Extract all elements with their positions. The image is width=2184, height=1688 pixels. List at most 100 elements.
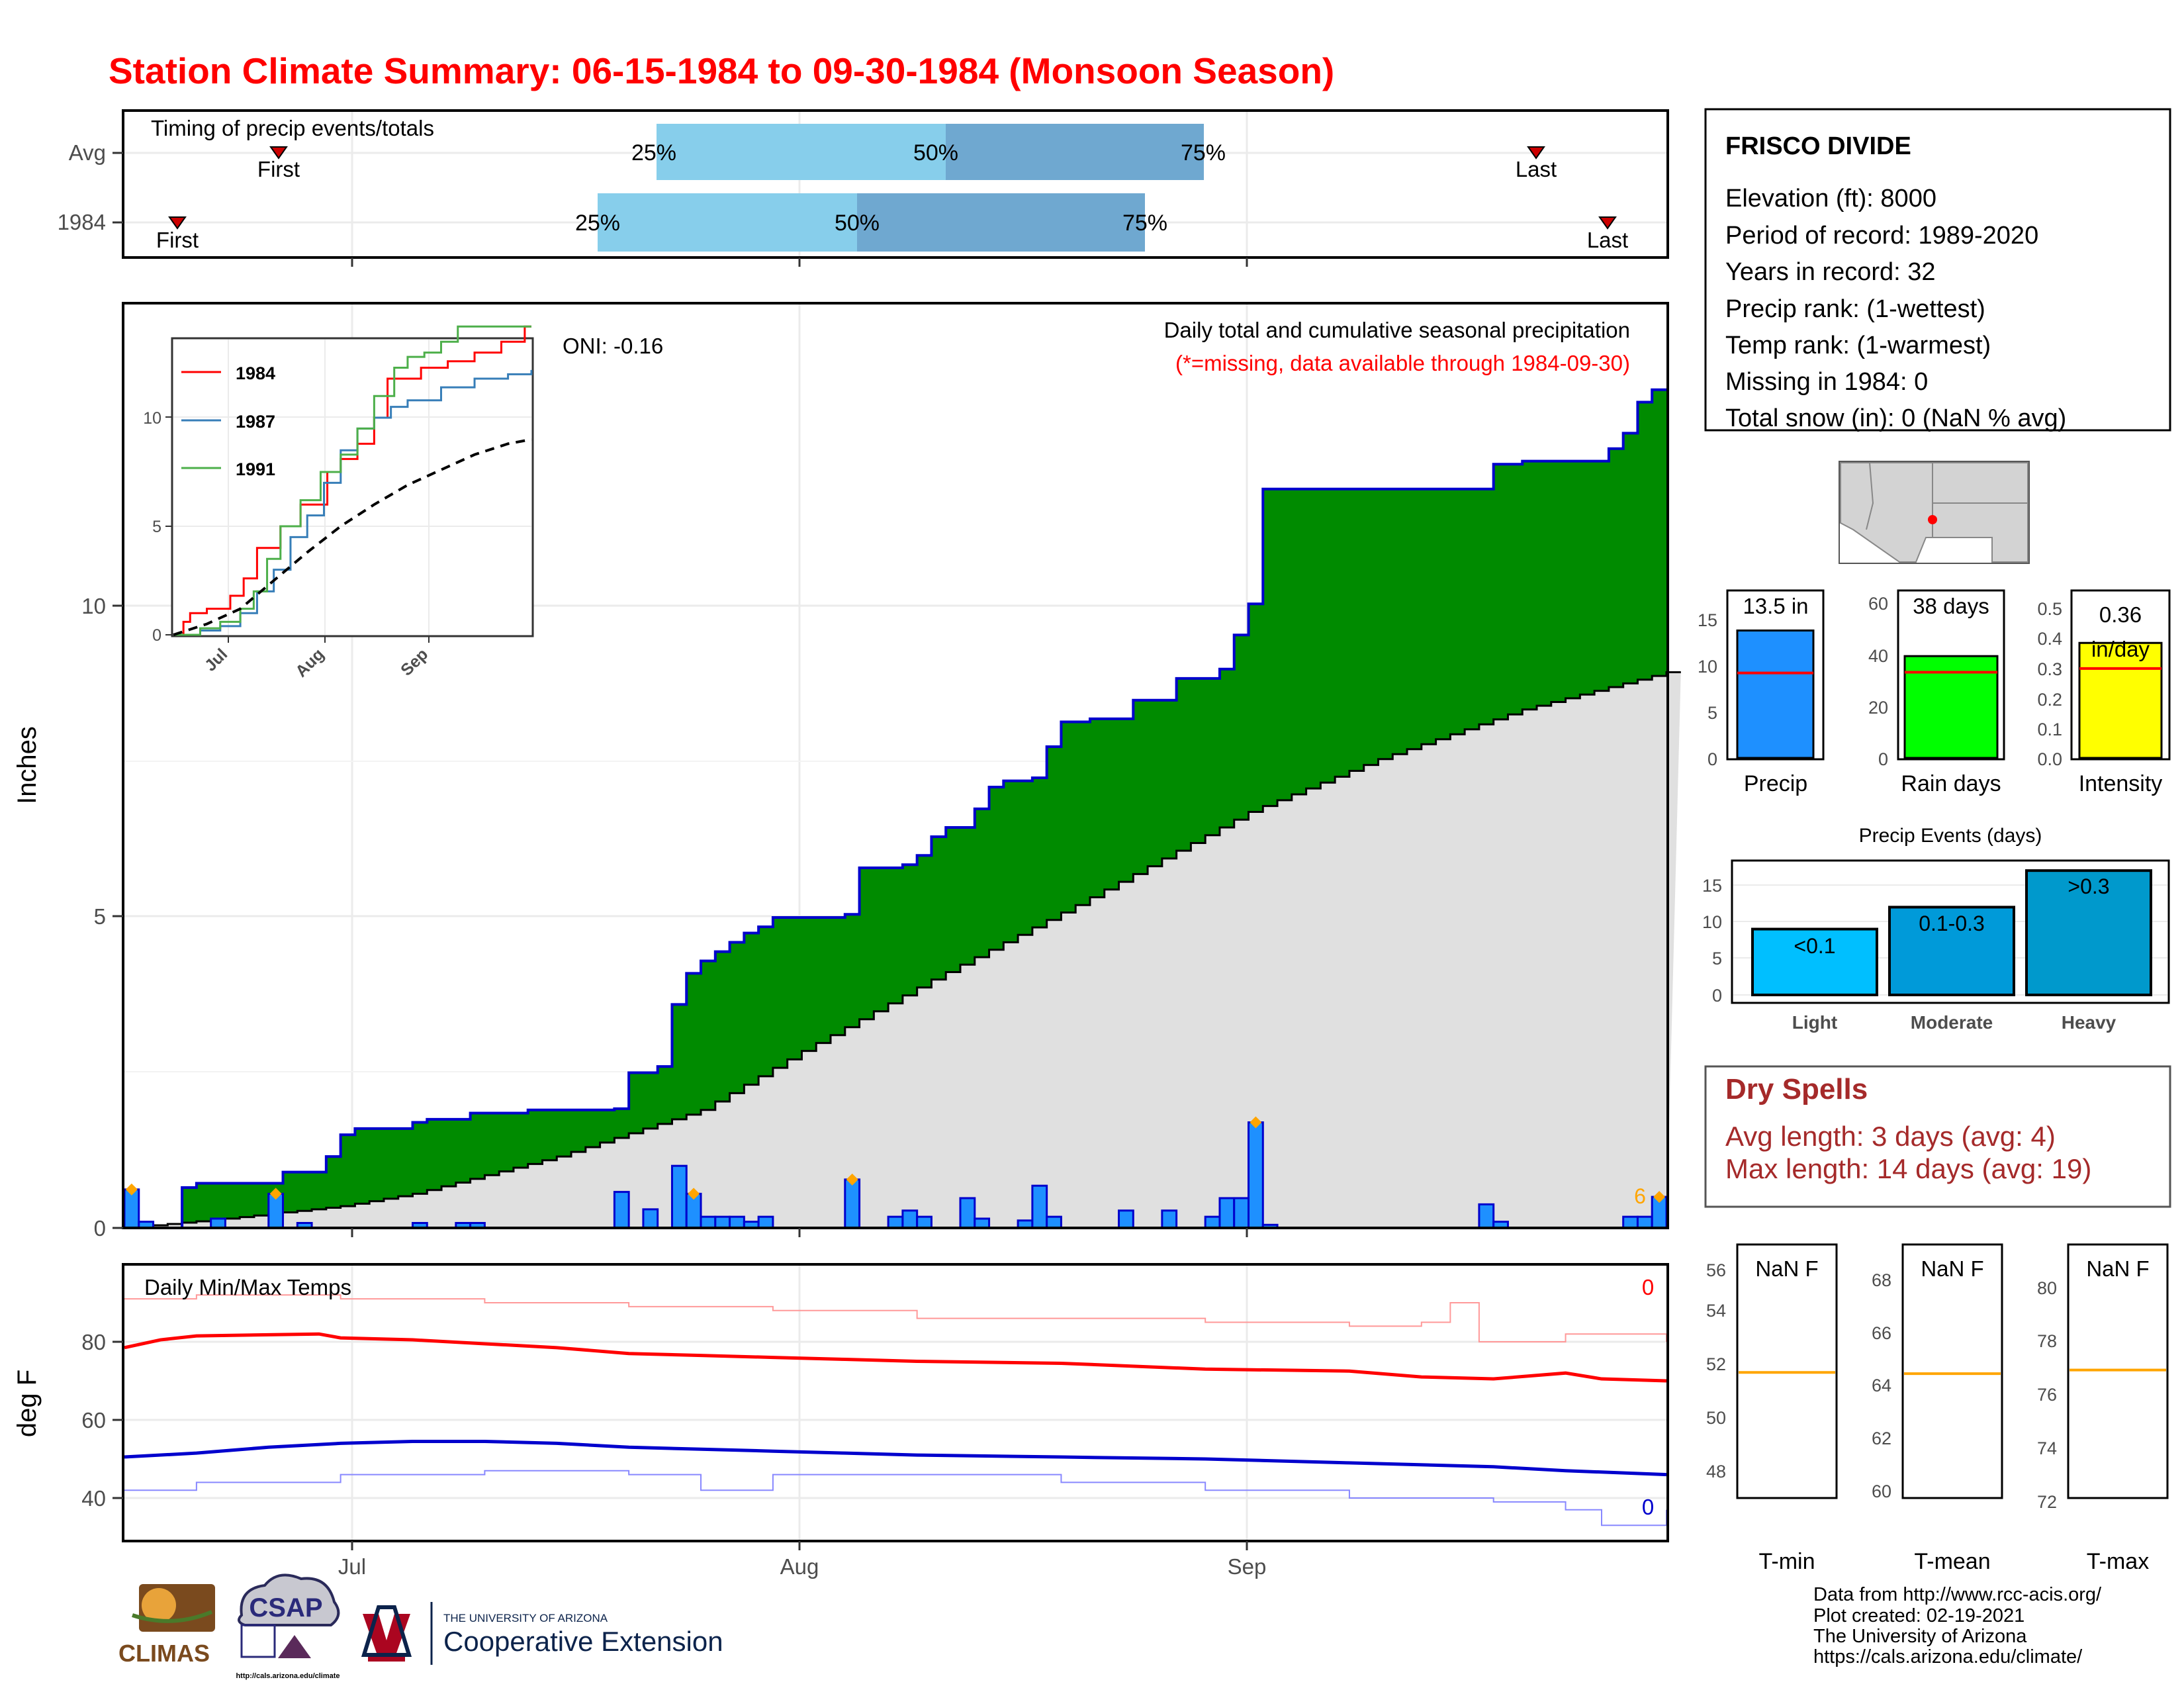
footer-credits: Data from http://www.rcc-acis.org/ Plot … [1813,1584,2102,1667]
tmax-ytick-80: 80 [2037,1278,2057,1298]
events-heavy-bar [2025,869,2152,997]
events-light-label: <0.1 [1794,934,1835,958]
rain-days-ytick-60: 60 [1868,594,1888,614]
heavy-event-marker [1653,1191,1666,1203]
precip-label: Precip [1744,771,1807,796]
avg-first-marker [269,146,288,160]
main-precip-panel: Daily total and cumulative seasonal prec… [13,302,1681,1241]
inset-ytick-0: 0 [152,626,161,645]
avg-last-marker [1527,146,1545,160]
avg-first-label: First [257,157,300,181]
cumulative-1984-line [124,388,1666,1229]
xtick-sep: Sep [1228,1554,1267,1579]
legend-1987-label: 1987 [236,412,275,432]
ua-logo: THE UNIVERSITY OF ARIZONA Cooperative Ex… [361,1602,723,1665]
events-ytick-5: 5 [1712,949,1722,968]
temp-series-avg-min [124,1439,1667,1477]
daily-precip-bar [757,1215,774,1229]
precip-ytick-10: 10 [1698,657,1717,677]
station-snow: Total snow (in): 0 (NaN % avg) [1725,404,2066,432]
daily-precip-bar [1161,1209,1178,1229]
tmean-ytick-68: 68 [1872,1270,1891,1290]
rain-days-ytick-0: 0 [1878,749,1888,769]
tmean-value: NaN F [1921,1256,1983,1281]
events-title: Precip Events (days) [1859,825,2042,847]
daily-precip-bar [1233,1197,1250,1229]
avg-q25-q50-bar [657,124,946,180]
heavy-event-marker [125,1183,138,1196]
station-info-box: FRISCO DIVIDE Elevation (ft): 8000 Perio… [1704,108,2171,432]
events-moderate-label: 0.1-0.3 [1919,912,1985,935]
daily-precip-bar [700,1215,717,1229]
daily-precip-bar [1622,1215,1639,1229]
inset-frame [171,337,534,637]
ua-small-text: THE UNIVERSITY OF ARIZONA [443,1612,608,1624]
intensity-label: Intensity [2079,771,2163,796]
xtick-jul: Jul [338,1554,366,1579]
precip-total-chart: 13.5 in 0 5 10 15 Precip [1698,589,1825,796]
daily-precip-bar [887,1215,904,1229]
daily-precip-bar [844,1178,861,1229]
ua-big-text: Cooperative Extension [443,1626,723,1657]
dry-spells-avg: Avg length: 3 days (avg: 4) [1725,1121,2056,1152]
climas-logo: CLIMAS [118,1584,215,1667]
yr-q75-label: 75% [1122,211,1167,236]
daily-precip-bar [1118,1209,1134,1229]
climas-text: CLIMAS [118,1640,210,1667]
main-panel-border [122,302,1669,1229]
daily-precip-bar [959,1197,976,1229]
tmin-ytick-52: 52 [1706,1354,1726,1374]
yr-q50-q75-bar [857,193,1145,252]
station-missing: Missing in 1984: 0 [1725,368,1928,396]
oni-label: ONI: -0.16 [563,334,663,358]
events-xtick-heavy: Heavy [2062,1012,2116,1033]
intensity-unit: in/day [2091,637,2150,661]
temp-series-1984-max [124,1294,1667,1342]
station-precip-rank: Precip rank: (1-wettest) [1725,295,1985,323]
station-period: Period of record: 1989-2020 [1725,222,2038,250]
tmean-box: NaN F 60 62 64 66 68 T-mean [1872,1243,2003,1574]
events-ytick-0: 0 [1712,986,1722,1006]
timing-label: Timing of precip events/totals [151,116,434,140]
yr-q50-label: 50% [835,211,880,236]
temp-panel-frame [123,1264,1668,1541]
yr-first-label: First [156,228,199,252]
credit-plot-created: Plot created: 02-19-2021 [1813,1605,2025,1626]
main-ylabel: Inches [13,726,42,804]
dry-spells-max: Max length: 14 days (avg: 19) [1725,1153,2091,1184]
rain-days-value: 38 days [1913,594,1989,618]
events-heavy-label: >0.3 [2068,874,2109,898]
locator-map [1839,461,2030,564]
temp-max-count: 0 [1642,1275,1654,1299]
avg-q50-q75-bar [946,124,1204,180]
daily-precip-bar [1478,1203,1495,1229]
end-count-label: 6 [1634,1184,1646,1208]
yr-first-marker [168,216,187,230]
intensity-value: 0.36 [2099,602,2142,627]
daily-precip-bar [1248,1121,1264,1229]
heavy-event-marker [1250,1116,1262,1129]
daily-precip-bar [1218,1197,1236,1229]
rain-days-ytick-40: 40 [1868,646,1888,666]
rain-days-ytick-20: 20 [1868,698,1888,718]
main-ytick-0: 0 [94,1216,106,1241]
cumulative-normal-area [124,672,1681,1228]
yr-q25-label: 25% [575,211,620,236]
temp-series-avg-max [124,1332,1667,1383]
inset-series-lines [173,325,533,636]
state-shapes [1840,462,2028,563]
station-years: Years in record: 32 [1725,258,1936,286]
station-name: FRISCO DIVIDE [1725,132,1911,160]
timing-ytick-1984: 1984 [58,210,106,234]
temp-ytick-80: 80 [81,1330,106,1354]
tmin-ytick-48: 48 [1706,1462,1726,1481]
tmax-label: T-max [2087,1549,2149,1574]
figure-title: Station Climate Summary: 06-15-1984 to 0… [109,50,1334,91]
daily-precip-bar [1031,1184,1048,1229]
events-ytick-10: 10 [1702,912,1722,932]
inset-chart: 1984 1987 1991 0 5 10 Jul Aug Sep [143,325,534,681]
mini-bar-charts: 13.5 in 0 5 10 15 Precip 38 days 0 20 40… [1698,589,2171,796]
legend-1991-label: 1991 [236,459,275,479]
temp-ylabel: deg F [13,1370,42,1437]
